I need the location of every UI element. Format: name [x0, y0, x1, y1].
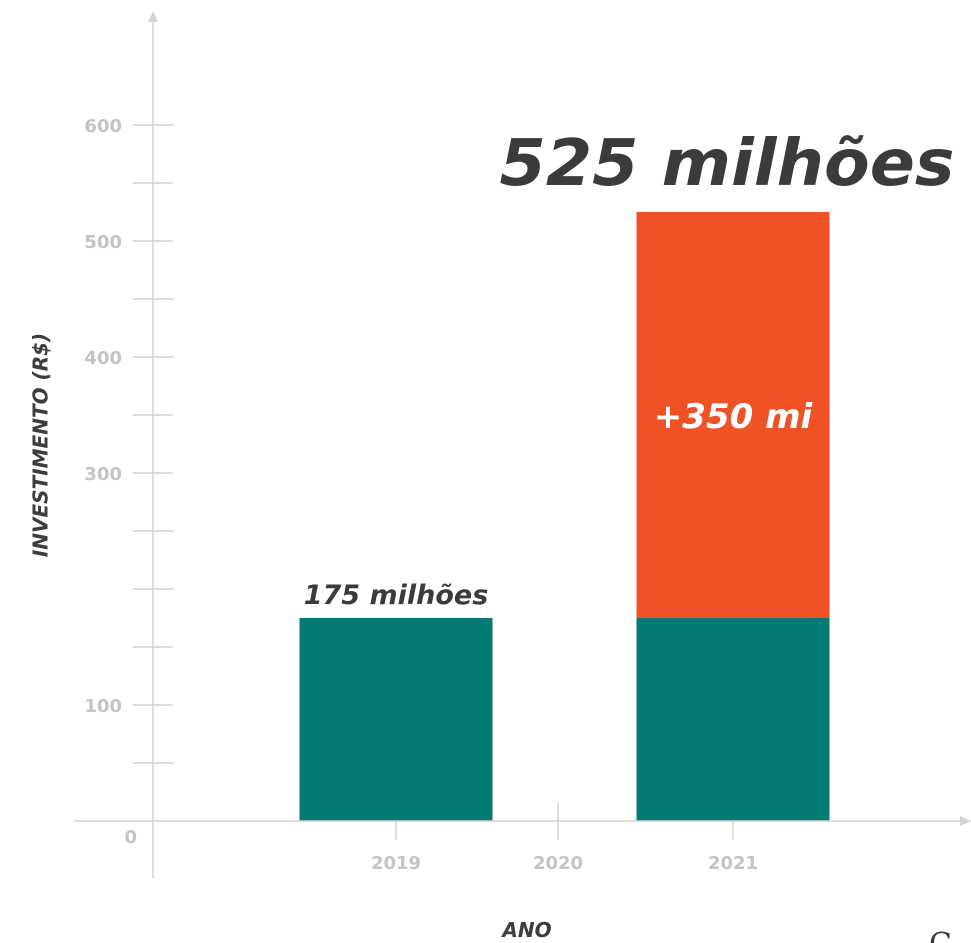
bar-2021-segment-1 — [636, 618, 830, 821]
x-tick-label-2021: 2021 — [708, 853, 758, 874]
y-axis-ticks: 0 100 300 400 500 600 — [84, 116, 173, 848]
x-axis-arrow-icon — [960, 816, 971, 826]
corner-logo-glyph: C — [929, 927, 952, 943]
label-2021-total: 525 milhões — [500, 127, 955, 201]
y-tick-label-100: 100 — [84, 696, 122, 717]
x-tick-label-2020: 2020 — [533, 853, 583, 874]
bar-2021-segment-2 — [636, 212, 830, 618]
label-2019-total: 175 milhões — [304, 580, 489, 611]
bar-2019-segment-1 — [299, 618, 493, 821]
data-labels: 175 milhões 525 milhões +350 mi — [304, 127, 955, 611]
y-tick-label-0: 0 — [124, 827, 137, 848]
y-tick-label-400: 400 — [84, 348, 122, 369]
y-axis-title: INVESTIMENTO (R$) — [29, 333, 53, 557]
bars — [299, 212, 830, 821]
label-2021-increase: +350 mi — [654, 397, 814, 437]
x-tick-label-2019: 2019 — [371, 853, 421, 874]
x-axis-title: ANO — [500, 918, 551, 942]
y-tick-label-500: 500 — [84, 232, 122, 253]
y-tick-label-600: 600 — [84, 116, 122, 137]
y-tick-label-300: 300 — [84, 464, 122, 485]
y-axis-arrow-icon — [148, 11, 158, 22]
